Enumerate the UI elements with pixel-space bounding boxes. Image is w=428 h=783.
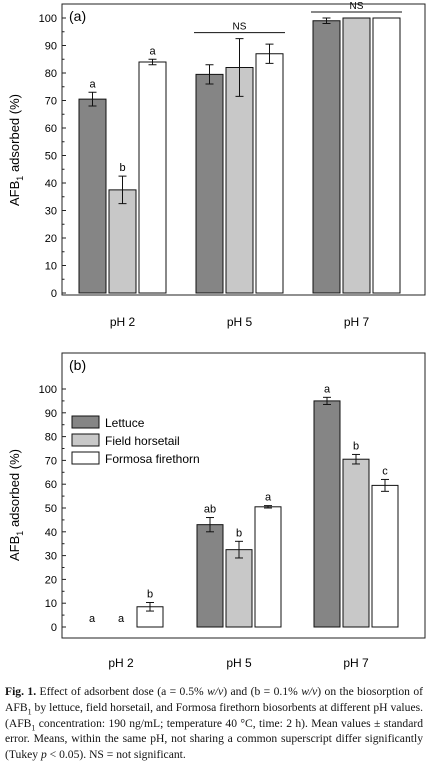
y-tick-label: 60 [45,479,57,491]
bar [225,67,254,294]
y-tick-label: 100 [39,384,57,396]
bar [195,73,224,294]
x-category-label: pH 5 [227,315,253,329]
panel-a: 0 10 20 30 40 50 60 70 80 90 100 AFB1 adsorbed (%) (… [7,1,426,329]
caption-part: ) on the biosorption of AFB [5,685,423,714]
y-tick-label: 20 [45,574,57,586]
bar [196,524,224,628]
bar [255,53,284,294]
significance-letter: b [147,588,153,600]
y-tick-label: 80 [45,68,57,80]
bar [225,549,253,628]
bar [342,458,370,628]
y-tick-label: 50 [45,151,57,163]
x-category-label: pH 5 [226,656,252,670]
caption-part: ) and (b = 0.1% [223,685,302,698]
x-category-label: pH 2 [110,315,136,329]
ns-label: NS [350,1,364,12]
panel-b: 0 10 20 30 40 50 60 70 80 90 100 AFB1 adsorbed (%) (… [7,352,426,670]
panel-label: (a) [69,8,86,24]
legend-swatch [71,451,100,465]
bar [108,189,137,294]
y-tick-label: 90 [45,41,57,53]
caption-part: 1 [27,707,32,717]
legend-label: Formosa firethorn [105,452,200,466]
y-tick-label: 50 [45,503,57,515]
figure-caption: Fig. 1. Effect of adsorbent dose (a = 0.… [5,684,423,763]
bar [254,506,282,628]
bar [342,17,371,294]
caption-part: p [40,748,47,762]
legend-swatch [71,433,100,447]
caption-part: 1 [31,722,36,732]
y-axis-label: AFB1 adsorbed (%) [7,94,25,206]
caption-part: by lettuce, field horsetail, and Formosa… [5,700,423,730]
legend-label: Lettuce [105,416,145,430]
caption-part: Effect of adsorbent dose (a = 0.5% [36,685,208,698]
x-category-label: pH 7 [343,656,369,670]
y-tick-label: 10 [45,261,57,273]
significance-letter: b [119,162,125,174]
caption-part: concentration: 190 ng/mL; temperature 40… [5,716,423,762]
significance-letter: a [89,613,96,625]
y-tick-label: 10 [45,598,57,610]
caption-part: < 0.05). NS = not significant. [46,748,186,762]
y-tick-label: 30 [45,206,57,218]
plot-frame [61,3,426,296]
plot-frame [61,352,426,639]
legend-swatch [71,415,100,429]
significance-letter: a [324,383,331,395]
significance-letter: b [353,440,359,452]
significance-letter: a [89,78,96,90]
y-tick-label: 20 [45,233,57,245]
y-tick-label: 90 [45,408,57,420]
y-tick-label: 70 [45,455,57,467]
significance-letter: a [118,613,125,625]
bar [372,17,401,294]
legend-label: Field horsetail [105,434,180,448]
significance-letter: c [382,465,388,477]
bar [78,98,107,294]
ns-label: NS [233,22,247,33]
x-category-label: pH 2 [108,656,134,670]
y-tick-label: 40 [45,178,57,190]
panel-label: (b) [69,357,86,373]
significance-letter: a [265,492,272,504]
y-tick-label: 40 [45,527,57,539]
caption-part: w/v [207,685,224,698]
y-tick-label: 0 [51,288,57,300]
y-tick-label: 0 [51,622,57,634]
y-tick-label: 70 [45,96,57,108]
caption-part: w/v [301,685,318,698]
significance-letter: b [236,527,242,539]
bar [138,61,167,294]
significance-letter: a [149,45,156,57]
y-tick-label: 80 [45,432,57,444]
bar [313,400,341,628]
caption-label: Fig. 1. [5,685,37,698]
y-axis-label: AFB1 adsorbed (%) [7,449,25,561]
x-category-label: pH 7 [344,315,370,329]
bar [371,484,399,628]
y-tick-label: 60 [45,123,57,135]
significance-letter: ab [204,504,216,516]
y-tick-label: 100 [39,13,57,25]
bar [312,20,341,294]
y-tick-label: 30 [45,551,57,563]
